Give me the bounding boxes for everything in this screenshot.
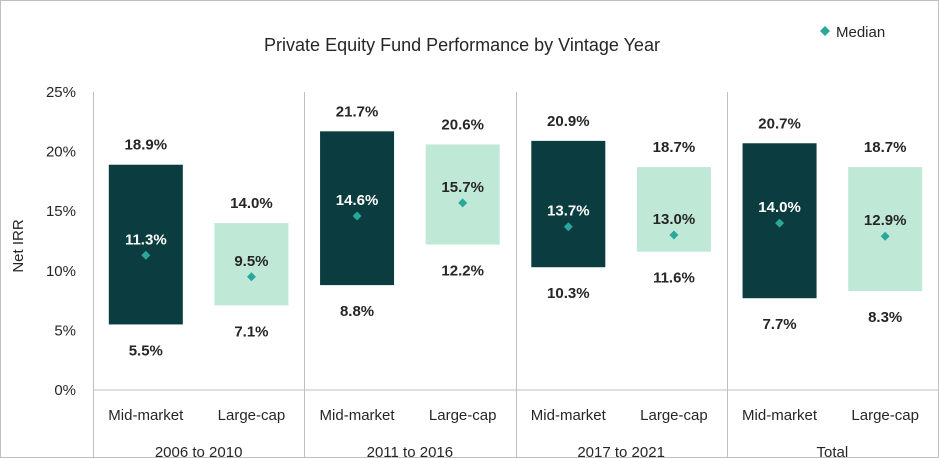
legend: Median [820, 24, 885, 41]
category-label: Mid-market [108, 407, 184, 424]
range-bar [425, 144, 500, 245]
legend-median-marker [820, 26, 830, 36]
high-value-label: 20.6% [441, 116, 484, 133]
median-marker [563, 222, 573, 232]
y-tick-label: 0% [54, 382, 76, 399]
range-bar [108, 164, 183, 325]
x-axis: 2006 to 2010 Mid-market Large-cap 2011 to 2… [93, 92, 938, 457]
median-value-label: 12.9% [864, 212, 907, 229]
high-value-label: 18.9% [125, 137, 168, 154]
low-value-label: 5.5% [129, 342, 163, 359]
median-marker [352, 211, 362, 221]
chart-title: Private Equity Fund Performance by Vinta… [264, 35, 660, 55]
group-label: 2011 to 2016 [367, 444, 453, 457]
high-value-label: 14.0% [230, 195, 273, 212]
high-value-label: 20.9% [547, 113, 590, 130]
category-label: Large-cap [218, 407, 286, 424]
median-marker [246, 272, 256, 282]
high-value-label: 18.7% [653, 139, 696, 156]
low-value-label: 12.2% [441, 263, 484, 280]
high-value-label: 18.7% [864, 139, 907, 156]
y-tick-label: 10% [46, 263, 76, 280]
range-bar [848, 167, 923, 292]
group-label: 2017 to 2021 [577, 444, 665, 457]
range-bar [531, 140, 606, 268]
y-axis-title: Net IRR [10, 219, 27, 273]
group-label: Total [817, 444, 849, 457]
category-label: Large-cap [640, 407, 708, 424]
range-bar [320, 131, 395, 286]
y-tick-label: 15% [46, 203, 76, 220]
low-value-label: 7.7% [762, 316, 796, 333]
median-marker [880, 231, 890, 241]
category-label: Large-cap [851, 407, 919, 424]
median-value-label: 9.5% [234, 253, 268, 270]
low-value-label: 8.8% [340, 303, 374, 320]
median-value-label: 14.0% [758, 199, 801, 216]
median-value-label: 15.7% [441, 179, 484, 196]
low-value-label: 7.1% [234, 323, 268, 340]
low-value-label: 8.3% [868, 309, 902, 326]
median-marker [669, 230, 679, 240]
median-value-label: 14.6% [336, 192, 379, 209]
median-marker [141, 250, 151, 260]
high-value-label: 20.7% [758, 115, 801, 132]
y-tick-label: 20% [46, 144, 76, 161]
category-label: Large-cap [429, 407, 497, 424]
range-bar [214, 223, 289, 306]
y-axis-ticks: 0% 5% 10% 15% 20% 25% [46, 84, 76, 399]
category-label: Mid-market [531, 407, 607, 424]
high-value-label: 21.7% [336, 103, 379, 120]
legend-median-label: Median [836, 24, 885, 41]
group-label: 2006 to 2010 [155, 444, 243, 457]
y-tick-label: 25% [46, 84, 76, 101]
median-marker [775, 218, 785, 228]
category-label: Mid-market [742, 407, 818, 424]
category-label: Mid-market [320, 407, 396, 424]
median-value-label: 13.0% [653, 211, 696, 228]
low-value-label: 11.6% [653, 270, 695, 287]
y-tick-label: 5% [54, 322, 76, 339]
bars-layer: 18.9% 5.5% 11.3% 14.0% 7.1% 9.5% 21.7% 8.8% 14.6… [108, 103, 923, 359]
median-marker [458, 198, 468, 208]
median-value-label: 13.7% [547, 203, 590, 220]
low-value-label: 10.3% [547, 285, 590, 302]
median-value-label: 11.3% [125, 231, 167, 248]
